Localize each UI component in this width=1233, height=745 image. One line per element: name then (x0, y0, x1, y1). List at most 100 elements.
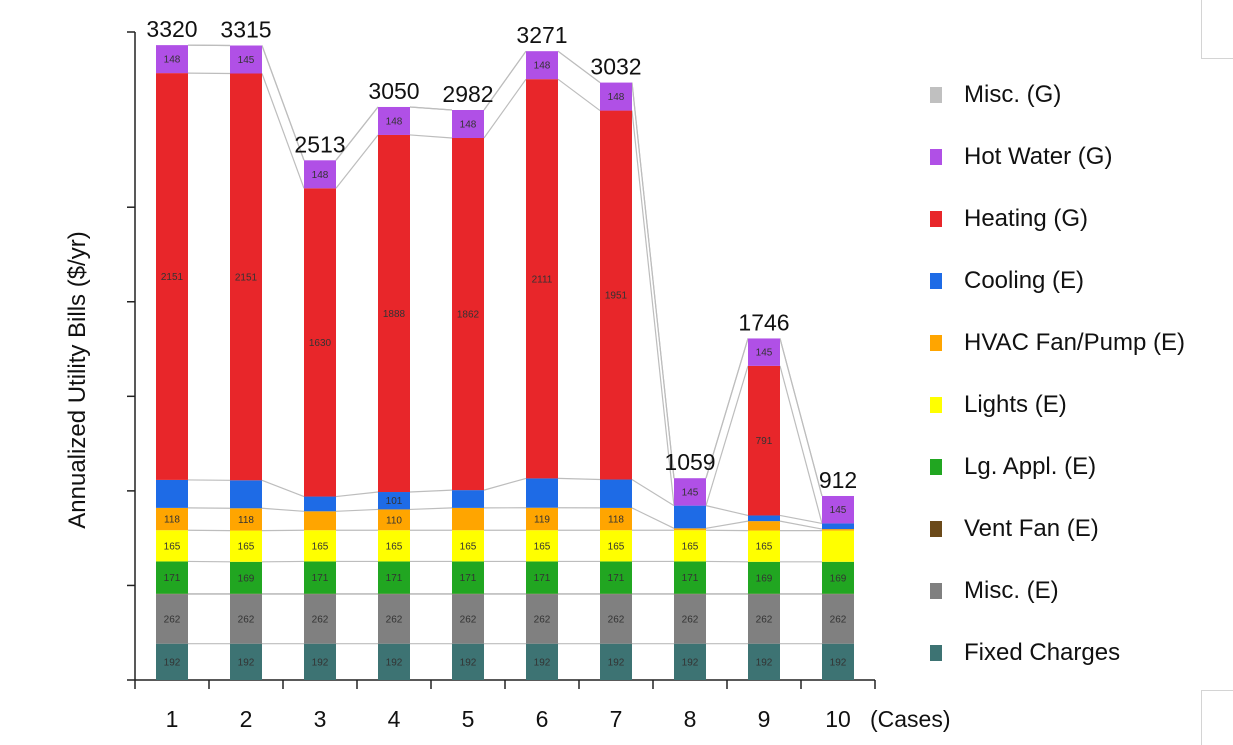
segment-value-label: 171 (164, 573, 181, 584)
bar-segment-cooling-e (156, 480, 188, 508)
segment-value-label: 192 (756, 657, 773, 668)
segment-value-label: 169 (830, 573, 847, 584)
bar-total-label: 2513 (294, 131, 345, 157)
legend-label: Lights (E) (964, 391, 1067, 419)
bar-segment-hvac-fan-pump-e (748, 521, 780, 530)
connector-line (410, 508, 452, 510)
legend-label: Hot Water (G) (964, 143, 1112, 171)
segment-value-label: 171 (460, 573, 477, 584)
segment-value-label: 192 (386, 657, 403, 668)
connector-line (706, 506, 748, 516)
x-tick-label: 3 (314, 706, 327, 732)
connector-line (780, 366, 822, 524)
segment-value-label: 165 (238, 542, 255, 553)
bar-total-label: 2982 (442, 81, 493, 107)
legend-item: Misc. (E) (930, 560, 1185, 622)
bar-segment-cooling-e (674, 506, 706, 529)
frame-corner-top (1201, 0, 1233, 59)
connector-line (484, 478, 526, 490)
segment-value-label: 262 (682, 614, 699, 625)
frame-corner-bottom (1201, 690, 1233, 745)
segment-value-label: 192 (460, 657, 477, 668)
x-tick-label: 8 (684, 706, 697, 732)
segment-value-label: 165 (386, 541, 403, 552)
segment-value-label: 169 (756, 573, 773, 584)
segment-value-label: 2151 (235, 272, 258, 283)
segment-value-label: 148 (608, 92, 625, 103)
segment-value-label: 119 (534, 514, 550, 525)
segment-value-label: 145 (238, 55, 255, 66)
legend: Misc. (G)Hot Water (G)Heating (G)Cooling… (930, 64, 1185, 684)
legend-item: Lg. Appl. (E) (930, 436, 1185, 498)
segment-value-label: 192 (608, 657, 625, 668)
segment-value-label: 192 (312, 657, 329, 668)
segment-value-label: 148 (460, 119, 477, 130)
legend-swatch (930, 459, 942, 475)
bar-total-label: 3320 (146, 16, 197, 42)
x-tick-label: 7 (610, 706, 623, 732)
legend-label: Misc. (E) (964, 577, 1059, 605)
segment-value-label: 148 (386, 116, 403, 127)
connector-line (410, 107, 452, 110)
segment-value-label: 791 (756, 436, 773, 447)
connector-line (632, 508, 674, 528)
legend-item: Heating (G) (930, 188, 1185, 250)
segment-value-label: 262 (164, 614, 181, 625)
segment-value-label: 165 (164, 541, 181, 552)
connector-line (632, 480, 674, 506)
segment-value-label: 262 (534, 614, 551, 625)
legend-swatch (930, 211, 942, 227)
connector-line (336, 492, 378, 497)
segment-value-label: 165 (756, 542, 773, 553)
segment-value-label: 165 (608, 541, 625, 552)
connector-line (632, 111, 674, 506)
bar-total-label: 3032 (590, 54, 641, 80)
legend-swatch (930, 645, 942, 661)
connector-line (706, 521, 748, 528)
legend-label: HVAC Fan/Pump (E) (964, 329, 1185, 357)
segment-value-label: 262 (386, 614, 403, 625)
x-tick-label: 9 (758, 706, 771, 732)
segment-value-label: 148 (164, 55, 181, 66)
x-axis-label: (Cases) (870, 706, 951, 732)
legend-swatch (930, 397, 942, 413)
bar-total-label: 912 (819, 467, 857, 493)
segment-value-label: 118 (164, 515, 180, 526)
legend-swatch (930, 273, 942, 289)
legend-item: Hot Water (G) (930, 126, 1185, 188)
legend-label: Fixed Charges (964, 639, 1120, 667)
segment-value-label: 262 (312, 614, 329, 625)
segment-value-label: 165 (682, 541, 699, 552)
bar-total-label: 3315 (220, 17, 271, 43)
bar-segment-cooling-e (304, 497, 336, 512)
segment-value-label: 192 (830, 657, 847, 668)
segment-value-label: 262 (756, 614, 773, 625)
segment-value-label: 110 (386, 515, 402, 526)
segment-value-label: 118 (608, 515, 624, 526)
legend-label: Vent Fan (E) (964, 515, 1099, 543)
segment-value-label: 262 (608, 614, 625, 625)
connector-line (336, 509, 378, 511)
segment-value-label: 145 (682, 487, 699, 498)
bar-segment-hvac-fan-pump-e (452, 508, 484, 530)
segment-value-label: 171 (608, 573, 625, 584)
segment-value-label: 2111 (532, 274, 553, 285)
connector-line (780, 338, 822, 496)
connector-line (706, 366, 748, 506)
legend-label: Heating (G) (964, 205, 1088, 233)
bar-total-label: 1059 (664, 449, 715, 475)
x-tick-label: 1 (166, 706, 179, 732)
legend-item: Fixed Charges (930, 622, 1185, 684)
bar-total-label: 3050 (368, 78, 419, 104)
segment-value-label: 262 (830, 614, 847, 625)
connector-line (410, 490, 452, 492)
segment-value-label: 171 (682, 573, 699, 584)
segment-value-label: 1951 (605, 291, 628, 302)
legend-swatch (930, 521, 942, 537)
bar-segment-cooling-e (822, 523, 854, 529)
legend-item: Cooling (E) (930, 250, 1185, 312)
connector-line (558, 478, 600, 479)
segment-value-label: 148 (534, 61, 551, 72)
connector-line (410, 135, 452, 138)
segment-value-label: 171 (386, 573, 403, 584)
